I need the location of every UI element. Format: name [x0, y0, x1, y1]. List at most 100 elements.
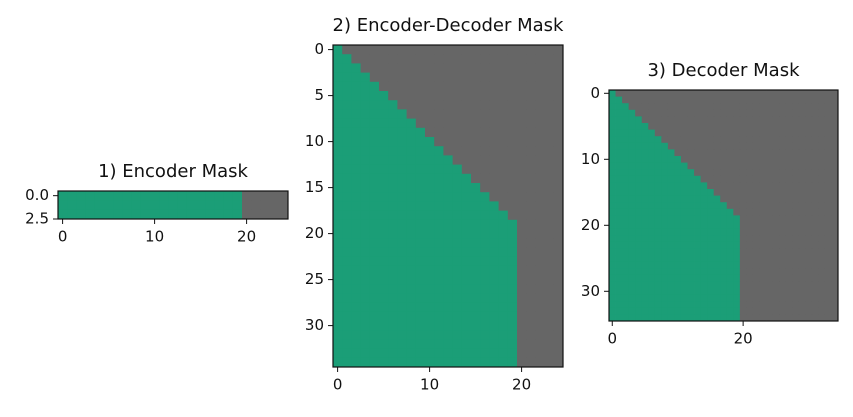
cell: [674, 241, 682, 249]
cell: [415, 146, 426, 156]
cell: [369, 321, 380, 331]
cell: [342, 210, 352, 221]
cell: [517, 219, 527, 230]
cell: [739, 109, 747, 117]
cell: [641, 314, 649, 322]
cell: [342, 100, 352, 110]
cell: [687, 182, 695, 190]
cell: [824, 274, 832, 282]
cell: [798, 149, 806, 157]
cell: [667, 136, 675, 144]
cell: [733, 261, 741, 269]
cell: [752, 235, 760, 243]
cell: [733, 189, 741, 196]
cell: [434, 164, 444, 175]
cell: [425, 357, 435, 368]
cell: [720, 149, 728, 157]
cell: [333, 357, 343, 368]
cell: [85, 191, 96, 201]
cell: [648, 109, 656, 117]
cell: [772, 222, 780, 229]
cell: [641, 235, 649, 243]
cell: [641, 202, 649, 210]
cell: [785, 149, 793, 157]
cell: [752, 149, 760, 157]
cell: [811, 129, 819, 137]
cell: [792, 274, 800, 282]
cell: [360, 284, 371, 294]
cell: [360, 137, 371, 147]
cell: [654, 123, 662, 130]
cell: [759, 109, 767, 117]
cell: [759, 175, 767, 183]
cell: [628, 116, 636, 124]
cell: [661, 129, 669, 137]
cell: [641, 261, 649, 269]
cell: [824, 175, 832, 183]
cell: [667, 103, 675, 111]
cell: [379, 247, 389, 257]
cell: [779, 268, 787, 276]
cell: [824, 142, 832, 150]
cell: [779, 195, 787, 203]
cell: [461, 219, 472, 230]
cell: [707, 307, 715, 315]
cell: [635, 274, 643, 282]
cell: [498, 330, 509, 340]
cell: [641, 136, 649, 144]
cell: [648, 222, 656, 229]
cell: [628, 222, 636, 229]
cell: [674, 268, 682, 276]
cell: [752, 189, 760, 196]
cell: [397, 201, 407, 211]
cell: [489, 72, 499, 83]
cell: [805, 162, 813, 170]
cell: [351, 192, 361, 202]
cell: [694, 123, 701, 130]
cell: [406, 72, 417, 83]
cell: [507, 192, 518, 202]
cell: [674, 162, 682, 170]
cell: [609, 96, 616, 104]
cell: [168, 200, 178, 211]
cell: [733, 228, 741, 236]
cell: [461, 91, 472, 101]
cell: [641, 241, 649, 249]
cell: [406, 247, 417, 257]
cell: [461, 81, 472, 92]
cell: [824, 123, 832, 130]
cell: [415, 357, 426, 368]
cell: [674, 222, 682, 229]
cell: [654, 274, 662, 282]
cell: [752, 222, 760, 229]
axes-frame: [332, 44, 564, 368]
cell: [713, 288, 721, 295]
x-tick-label: 10: [145, 228, 164, 246]
cell: [654, 182, 662, 190]
cell: [726, 222, 734, 229]
cell: [720, 314, 728, 322]
cell: [489, 118, 499, 129]
cell: [397, 348, 407, 359]
cell: [779, 123, 787, 130]
cell: [333, 348, 343, 359]
cell: [726, 189, 734, 196]
cell: [397, 284, 407, 294]
cell: [489, 229, 499, 239]
cell: [544, 155, 555, 165]
cell: [654, 96, 662, 104]
cell: [333, 100, 343, 110]
cell: [654, 90, 662, 97]
cell: [798, 261, 806, 269]
cell: [635, 156, 643, 163]
cell: [661, 182, 669, 190]
cell: [805, 208, 813, 216]
cell: [635, 116, 643, 124]
cell: [720, 288, 728, 295]
cell: [798, 314, 806, 322]
cell: [615, 208, 623, 216]
cell: [406, 219, 417, 230]
cell: [746, 169, 754, 177]
cell: [333, 256, 343, 267]
cell: [260, 200, 270, 211]
